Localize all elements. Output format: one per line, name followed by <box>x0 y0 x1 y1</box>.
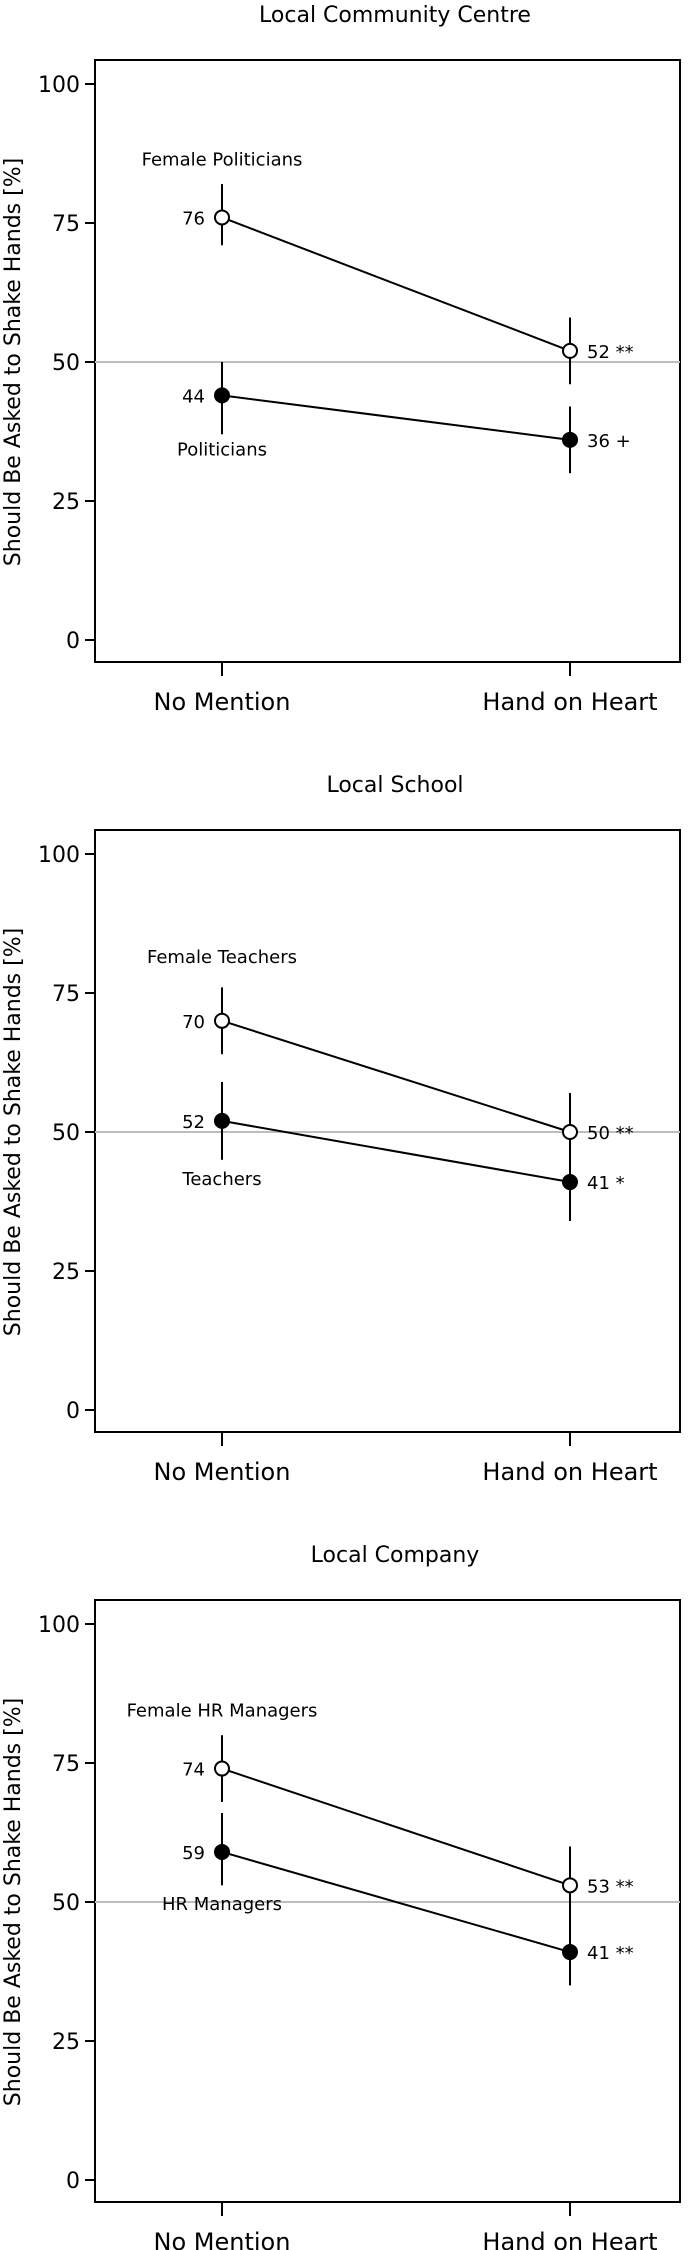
y-tick-label: 100 <box>38 73 80 98</box>
data-point <box>562 1877 578 1894</box>
series-line <box>221 394 571 441</box>
x-tick-label: Hand on Heart <box>482 1458 657 1486</box>
data-point <box>214 1760 230 1777</box>
series-label: Female Politicians <box>142 149 303 170</box>
data-label: 74 <box>182 1760 205 1781</box>
y-tick-label: 0 <box>66 629 80 654</box>
data-point <box>562 342 578 359</box>
data-point <box>562 431 578 448</box>
data-label: 52 ** <box>587 342 634 363</box>
data-label: 44 <box>182 386 205 407</box>
series-line <box>221 1850 571 1954</box>
chart-title: Local Community Centre <box>259 3 531 28</box>
y-axis-label: Should Be Asked to Shake Hands [%] <box>1 158 26 566</box>
chart-panel-1: Local Community Centre 0 25 50 75 100 Should B… <box>1 3 681 716</box>
data-point <box>562 1124 578 1140</box>
series-label: Teachers <box>181 1169 261 1190</box>
data-point <box>562 1174 578 1191</box>
data-point <box>214 387 230 404</box>
x-tick-label: No Mention <box>154 2228 291 2250</box>
x-tick-label: Hand on Heart <box>482 2228 657 2250</box>
data-point <box>214 209 230 226</box>
x-tick-label: No Mention <box>154 1458 291 1486</box>
series-label: Female Teachers <box>147 947 297 968</box>
chart-title: Local School <box>326 773 463 798</box>
series-label: HR Managers <box>162 1894 282 1915</box>
y-tick-label: 50 <box>52 351 80 376</box>
y-tick-label: 50 <box>52 1891 80 1916</box>
y-tick-label: 75 <box>52 212 80 237</box>
chart-title: Local Company <box>311 1543 480 1568</box>
y-tick-label: 0 <box>66 1399 80 1424</box>
y-tick-label: 100 <box>38 1613 80 1638</box>
x-tick-label: No Mention <box>154 688 291 716</box>
data-label: 50 ** <box>587 1123 634 1144</box>
series-line <box>221 1767 571 1887</box>
data-point <box>214 1843 230 1860</box>
series-line <box>221 216 571 352</box>
x-tick-label: Hand on Heart <box>482 688 657 716</box>
y-tick-label: 25 <box>52 490 80 515</box>
y-axis-label: Should Be Asked to Shake Hands [%] <box>1 928 26 1336</box>
y-tick-label: 25 <box>52 1260 80 1285</box>
data-point <box>214 1112 230 1129</box>
y-tick-label: 75 <box>52 982 80 1007</box>
chart-panel-2: Local School 0 25 50 75 100 Should Be Asked to… <box>1 773 681 1486</box>
data-label: 41 * <box>587 1173 625 1194</box>
data-label: 52 <box>182 1112 205 1133</box>
y-tick-label: 25 <box>52 2030 80 2055</box>
data-label: 70 <box>182 1012 205 1033</box>
data-point <box>562 1944 578 1961</box>
y-tick-label: 100 <box>38 843 80 868</box>
y-tick-label: 75 <box>52 1752 80 1777</box>
data-label: 59 <box>182 1843 205 1864</box>
data-label: 53 ** <box>587 1876 634 1897</box>
data-label: 36 + <box>587 431 631 452</box>
y-axis-label: Should Be Asked to Shake Hands [%] <box>1 1698 26 2106</box>
data-label: 76 <box>182 208 205 229</box>
series-label: Female HR Managers <box>127 1701 318 1722</box>
series-line <box>221 1119 571 1184</box>
series-label: Politicians <box>177 439 267 460</box>
y-tick-label: 0 <box>66 2169 80 2194</box>
y-tick-label: 50 <box>52 1121 80 1146</box>
data-point <box>214 1012 230 1029</box>
chart-panel-3: Local Company 0 25 50 75 100 Should Be Asked t… <box>1 1543 681 2250</box>
series-line <box>221 1019 571 1133</box>
data-label: 41 ** <box>587 1943 634 1964</box>
